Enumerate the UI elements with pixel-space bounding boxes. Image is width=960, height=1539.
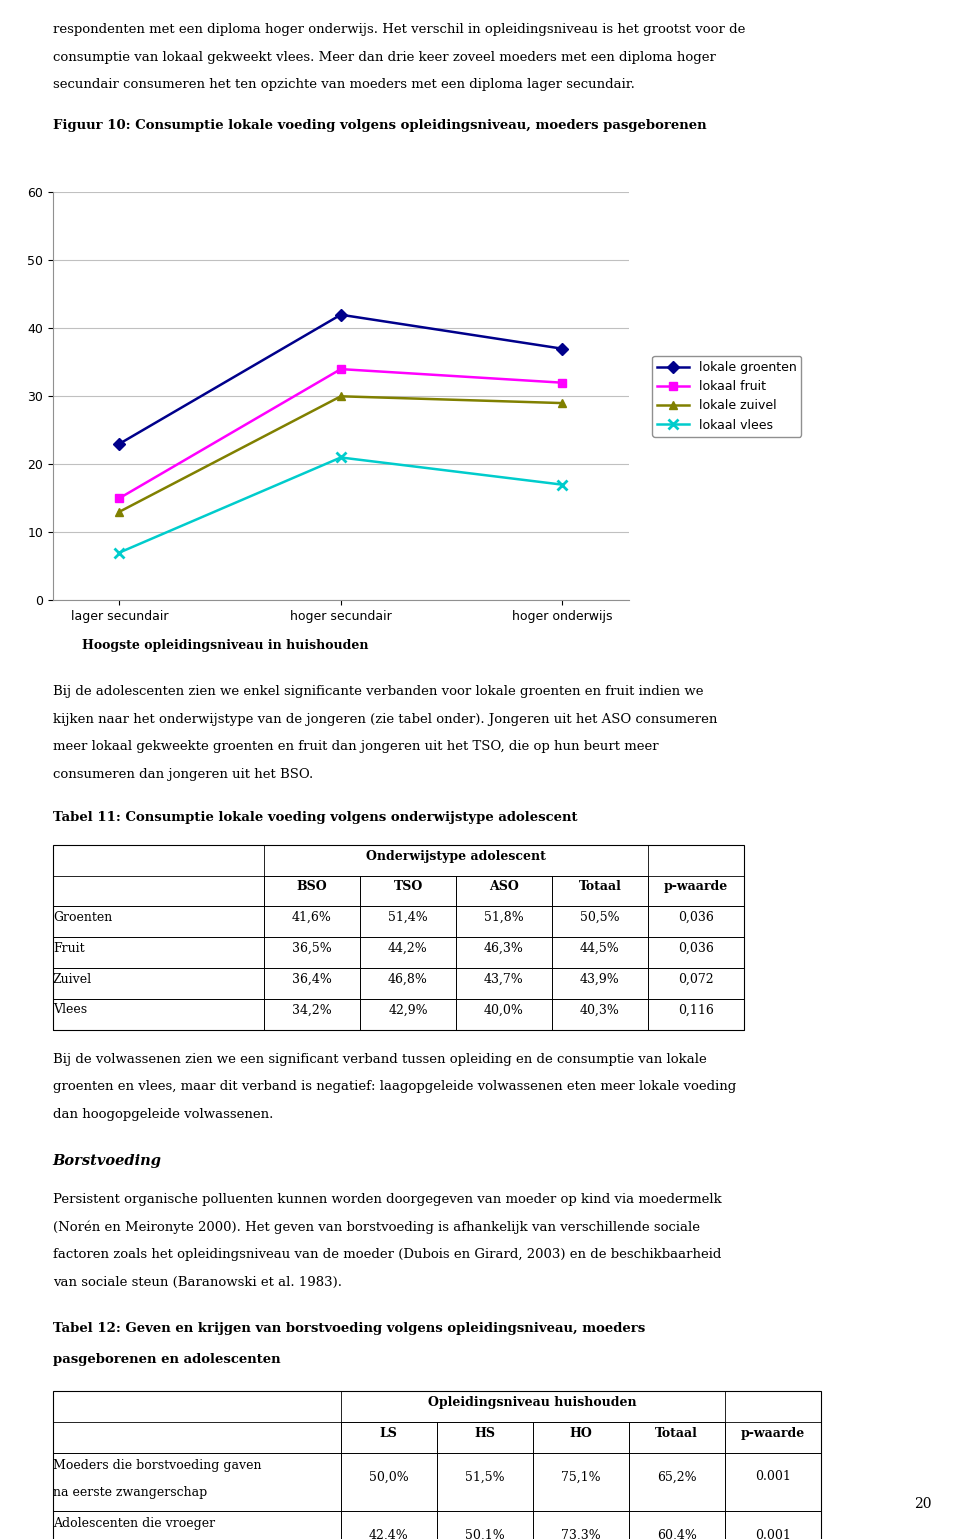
Legend: lokale groenten, lokaal fruit, lokale zuivel, lokaal vlees: lokale groenten, lokaal fruit, lokale zu… bbox=[653, 356, 802, 437]
Text: Opleidingsniveau huishouden: Opleidingsniveau huishouden bbox=[428, 1396, 637, 1408]
Text: respondenten met een diploma hoger onderwijs. Het verschil in opleidingsniveau i: respondenten met een diploma hoger onder… bbox=[53, 23, 745, 35]
Text: 51,4%: 51,4% bbox=[388, 911, 428, 923]
Text: 0,116: 0,116 bbox=[678, 1003, 714, 1016]
Text: van sociale steun (Baranowski et al. 1983).: van sociale steun (Baranowski et al. 198… bbox=[53, 1276, 342, 1288]
Text: consumptie van lokaal gekweekt vlees. Meer dan drie keer zoveel moeders met een : consumptie van lokaal gekweekt vlees. Me… bbox=[53, 51, 715, 63]
lokaal fruit bbox=[113, 489, 125, 508]
Text: 51,5%: 51,5% bbox=[465, 1470, 505, 1484]
Text: 65,2%: 65,2% bbox=[657, 1470, 697, 1484]
Text: 0,036: 0,036 bbox=[678, 911, 714, 923]
Text: 44,5%: 44,5% bbox=[580, 942, 620, 954]
Text: Groenten: Groenten bbox=[53, 911, 112, 923]
Line: lokaal fruit: lokaal fruit bbox=[115, 365, 566, 502]
Text: p-waarde: p-waarde bbox=[741, 1427, 804, 1439]
Text: na eerste zwangerschap: na eerste zwangerschap bbox=[53, 1487, 207, 1499]
Text: factoren zoals het opleidingsniveau van de moeder (Dubois en Girard, 2003) en de: factoren zoals het opleidingsniveau van … bbox=[53, 1248, 721, 1260]
Text: Moeders die borstvoeding gaven: Moeders die borstvoeding gaven bbox=[53, 1459, 261, 1471]
Text: HS: HS bbox=[474, 1427, 495, 1439]
Text: 75,1%: 75,1% bbox=[561, 1470, 601, 1484]
Text: 40,0%: 40,0% bbox=[484, 1003, 524, 1016]
Text: Bij de adolescenten zien we enkel significante verbanden voor lokale groenten en: Bij de adolescenten zien we enkel signif… bbox=[53, 685, 704, 697]
Text: 42,9%: 42,9% bbox=[388, 1003, 428, 1016]
Text: 41,6%: 41,6% bbox=[292, 911, 332, 923]
Text: Figuur 10: Consumptie lokale voeding volgens opleidingsniveau, moeders pasgebore: Figuur 10: Consumptie lokale voeding vol… bbox=[53, 119, 707, 131]
Text: pasgeborenen en adolescenten: pasgeborenen en adolescenten bbox=[53, 1353, 280, 1365]
Text: 20: 20 bbox=[914, 1497, 931, 1511]
Text: Bij de volwassenen zien we een significant verband tussen opleiding en de consum: Bij de volwassenen zien we een significa… bbox=[53, 1053, 707, 1065]
Text: 50,1%: 50,1% bbox=[465, 1528, 505, 1539]
Text: 44,2%: 44,2% bbox=[388, 942, 428, 954]
Text: Zuivel: Zuivel bbox=[53, 973, 92, 985]
Text: TSO: TSO bbox=[394, 880, 422, 893]
Text: 50,0%: 50,0% bbox=[369, 1470, 409, 1484]
Text: 0.001: 0.001 bbox=[755, 1470, 791, 1484]
Line: lokale groenten: lokale groenten bbox=[115, 311, 566, 448]
Text: Onderwijstype adolescent: Onderwijstype adolescent bbox=[366, 850, 546, 862]
Text: 73,3%: 73,3% bbox=[561, 1528, 601, 1539]
lokaal fruit bbox=[335, 360, 347, 379]
Line: lokale zuivel: lokale zuivel bbox=[115, 392, 566, 516]
Text: ASO: ASO bbox=[490, 880, 518, 893]
Text: Tabel 12: Geven en krijgen van borstvoeding volgens opleidingsniveau, moeders: Tabel 12: Geven en krijgen van borstvoed… bbox=[53, 1322, 645, 1334]
Text: Fruit: Fruit bbox=[53, 942, 84, 954]
lokale zuivel bbox=[335, 388, 347, 406]
lokaal vlees bbox=[113, 543, 125, 562]
Text: consumeren dan jongeren uit het BSO.: consumeren dan jongeren uit het BSO. bbox=[53, 768, 313, 780]
Text: Totaal: Totaal bbox=[579, 880, 621, 893]
Text: Totaal: Totaal bbox=[656, 1427, 698, 1439]
Text: HO: HO bbox=[569, 1427, 592, 1439]
Text: 43,7%: 43,7% bbox=[484, 973, 524, 985]
Text: 0,072: 0,072 bbox=[678, 973, 714, 985]
Text: Persistent organische polluenten kunnen worden doorgegeven van moeder op kind vi: Persistent organische polluenten kunnen … bbox=[53, 1193, 722, 1205]
Text: groenten en vlees, maar dit verband is negatief: laagopgeleide volwassenen eten : groenten en vlees, maar dit verband is n… bbox=[53, 1080, 736, 1093]
Text: 36,5%: 36,5% bbox=[292, 942, 332, 954]
Text: LS: LS bbox=[380, 1427, 397, 1439]
Text: 43,9%: 43,9% bbox=[580, 973, 620, 985]
lokale groenten bbox=[557, 340, 568, 359]
Text: 42,4%: 42,4% bbox=[369, 1528, 409, 1539]
Text: Vlees: Vlees bbox=[53, 1003, 87, 1016]
lokaal vlees bbox=[335, 448, 347, 466]
Text: meer lokaal gekweekte groenten en fruit dan jongeren uit het TSO, die op hun beu: meer lokaal gekweekte groenten en fruit … bbox=[53, 740, 659, 753]
lokale zuivel bbox=[113, 503, 125, 522]
lokaal fruit bbox=[557, 374, 568, 392]
Text: 36,4%: 36,4% bbox=[292, 973, 332, 985]
Text: 50,5%: 50,5% bbox=[580, 911, 620, 923]
Text: dan hoogopgeleide volwassenen.: dan hoogopgeleide volwassenen. bbox=[53, 1108, 274, 1120]
Text: Tabel 11: Consumptie lokale voeding volgens onderwijstype adolescent: Tabel 11: Consumptie lokale voeding volg… bbox=[53, 811, 577, 823]
Text: kijken naar het onderwijstype van de jongeren (zie tabel onder). Jongeren uit he: kijken naar het onderwijstype van de jon… bbox=[53, 713, 717, 725]
Text: 34,2%: 34,2% bbox=[292, 1003, 332, 1016]
Text: Borstvoeding: Borstvoeding bbox=[53, 1154, 162, 1168]
Text: (Norén en Meironyte 2000). Het geven van borstvoeding is afhankelijk van verschi: (Norén en Meironyte 2000). Het geven van… bbox=[53, 1220, 700, 1234]
Text: 60,4%: 60,4% bbox=[657, 1528, 697, 1539]
Text: 0,036: 0,036 bbox=[678, 942, 714, 954]
Text: 0.001: 0.001 bbox=[755, 1528, 791, 1539]
Text: 40,3%: 40,3% bbox=[580, 1003, 620, 1016]
Text: BSO: BSO bbox=[297, 880, 327, 893]
Line: lokaal vlees: lokaal vlees bbox=[114, 452, 567, 557]
Text: 51,8%: 51,8% bbox=[484, 911, 524, 923]
Text: Adolescenten die vroeger: Adolescenten die vroeger bbox=[53, 1517, 215, 1530]
Text: secundair consumeren het ten opzichte van moeders met een diploma lager secundai: secundair consumeren het ten opzichte va… bbox=[53, 78, 635, 91]
lokale groenten bbox=[113, 434, 125, 452]
Text: p-waarde: p-waarde bbox=[664, 880, 728, 893]
Text: Hoogste opleidingsniveau in huishouden: Hoogste opleidingsniveau in huishouden bbox=[83, 639, 369, 651]
Text: 46,8%: 46,8% bbox=[388, 973, 428, 985]
lokaal vlees bbox=[557, 476, 568, 494]
lokale zuivel bbox=[557, 394, 568, 412]
lokale groenten bbox=[335, 306, 347, 325]
Text: 46,3%: 46,3% bbox=[484, 942, 524, 954]
